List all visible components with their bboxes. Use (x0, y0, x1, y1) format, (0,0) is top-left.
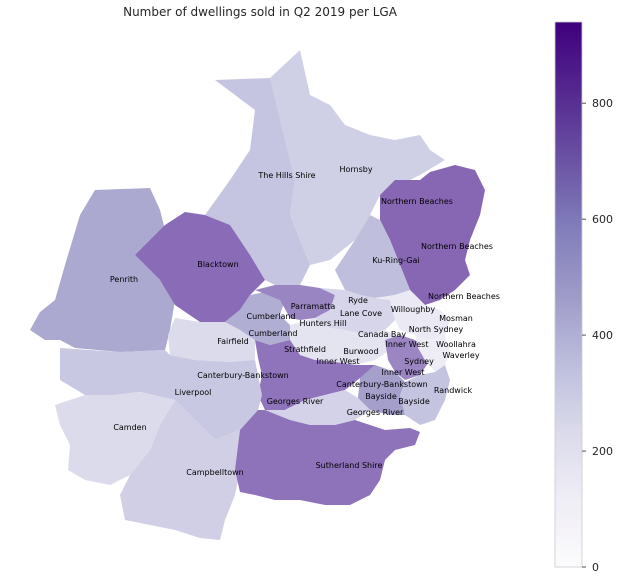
label-ku-ring-gai: Ku-Ring-Gai (372, 256, 419, 265)
label-bayside: Bayside (365, 392, 397, 401)
label-inner-west: Inner West (386, 340, 429, 349)
region-cumberland (225, 290, 290, 345)
label-waverley: Waverley (442, 351, 479, 360)
region-ryde (315, 288, 395, 335)
label-fairfield: Fairfield (217, 337, 249, 346)
lga-labels: The Hills Shire Hornsby Northern Beaches… (110, 165, 500, 477)
region-penrith (30, 188, 175, 352)
label-northern-beaches: Northern Beaches (421, 242, 493, 251)
label-inner-west: Inner West (317, 357, 360, 366)
label-hornsby: Hornsby (339, 165, 372, 174)
label-georges-river: Georges River (267, 397, 324, 406)
region-ku-ring-gai (335, 215, 410, 298)
label-strathfield: Strathfield (284, 345, 326, 354)
label-the-hills-shire: The Hills Shire (257, 171, 315, 180)
region-camden (55, 392, 175, 485)
label-cumberland: Cumberland (248, 329, 297, 338)
label-canterbury-bankstown: Canterbury-Bankstown (336, 380, 427, 389)
label-blacktown: Blacktown (197, 260, 238, 269)
region-willoughby (375, 290, 450, 340)
label-bayside: Bayside (398, 397, 430, 406)
region-woollahra (415, 335, 450, 372)
region-the-hills-shire (205, 78, 310, 290)
label-sydney: Sydney (404, 357, 434, 366)
colorbar-tick-label: 800 (592, 97, 613, 110)
label-canada-bay: Canada Bay (358, 330, 406, 339)
label-randwick: Randwick (434, 386, 473, 395)
label-northern-beaches: Northern Beaches (381, 197, 453, 206)
region-liverpool (60, 348, 262, 440)
region-blacktown (135, 212, 265, 322)
region-northern-beaches (380, 165, 485, 305)
label-hunters-hill: Hunters Hill (300, 319, 347, 328)
label-mosman: Mosman (439, 314, 473, 323)
region-inner-west (290, 318, 395, 365)
region-georges-river (265, 390, 370, 425)
label-cumberland: Cumberland (246, 312, 295, 321)
region-canterbury-bankstown (255, 340, 375, 410)
label-penrith: Penrith (110, 275, 138, 284)
label-willoughby: Willoughby (391, 305, 436, 314)
region-bayside (358, 365, 405, 415)
colorbar-tick-label: 400 (592, 329, 613, 342)
colorbar-ticks: 0 200 400 600 800 (582, 97, 613, 574)
region-fairfield (168, 318, 255, 362)
region-parramatta (255, 285, 335, 320)
map-title: Number of dwellings sold in Q2 2019 per … (123, 5, 397, 19)
region-hornsby (270, 50, 445, 265)
colorbar-tick-label: 600 (592, 213, 613, 226)
label-canterbury-bankstown: Canterbury-Bankstown (197, 371, 288, 380)
region-campbelltown (120, 400, 240, 540)
label-liverpool: Liverpool (175, 388, 212, 397)
label-georges-river: Georges River (347, 408, 404, 417)
label-ryde: Ryde (348, 296, 368, 305)
colorbar-tick-label: 200 (592, 445, 613, 458)
label-sutherland-shire: Sutherland Shire (316, 461, 383, 470)
label-campbelltown: Campbelltown (186, 468, 243, 477)
colorbar-gradient (554, 21, 583, 568)
label-north-sydney: North Sydney (409, 325, 464, 334)
region-randwick (400, 365, 450, 425)
lga-regions (30, 50, 485, 540)
label-lane-cove: Lane Cove (340, 309, 382, 318)
label-burwood: Burwood (343, 347, 378, 356)
label-camden: Camden (113, 423, 146, 432)
label-parramatta: Parramatta (291, 302, 336, 311)
region-sutherland-shire (235, 410, 420, 505)
label-inner-west: Inner West (382, 368, 425, 377)
label-northern-beaches: Northern Beaches (428, 292, 500, 301)
label-woollahra: Woollahra (436, 340, 476, 349)
colorbar-tick-label: 0 (592, 561, 599, 574)
